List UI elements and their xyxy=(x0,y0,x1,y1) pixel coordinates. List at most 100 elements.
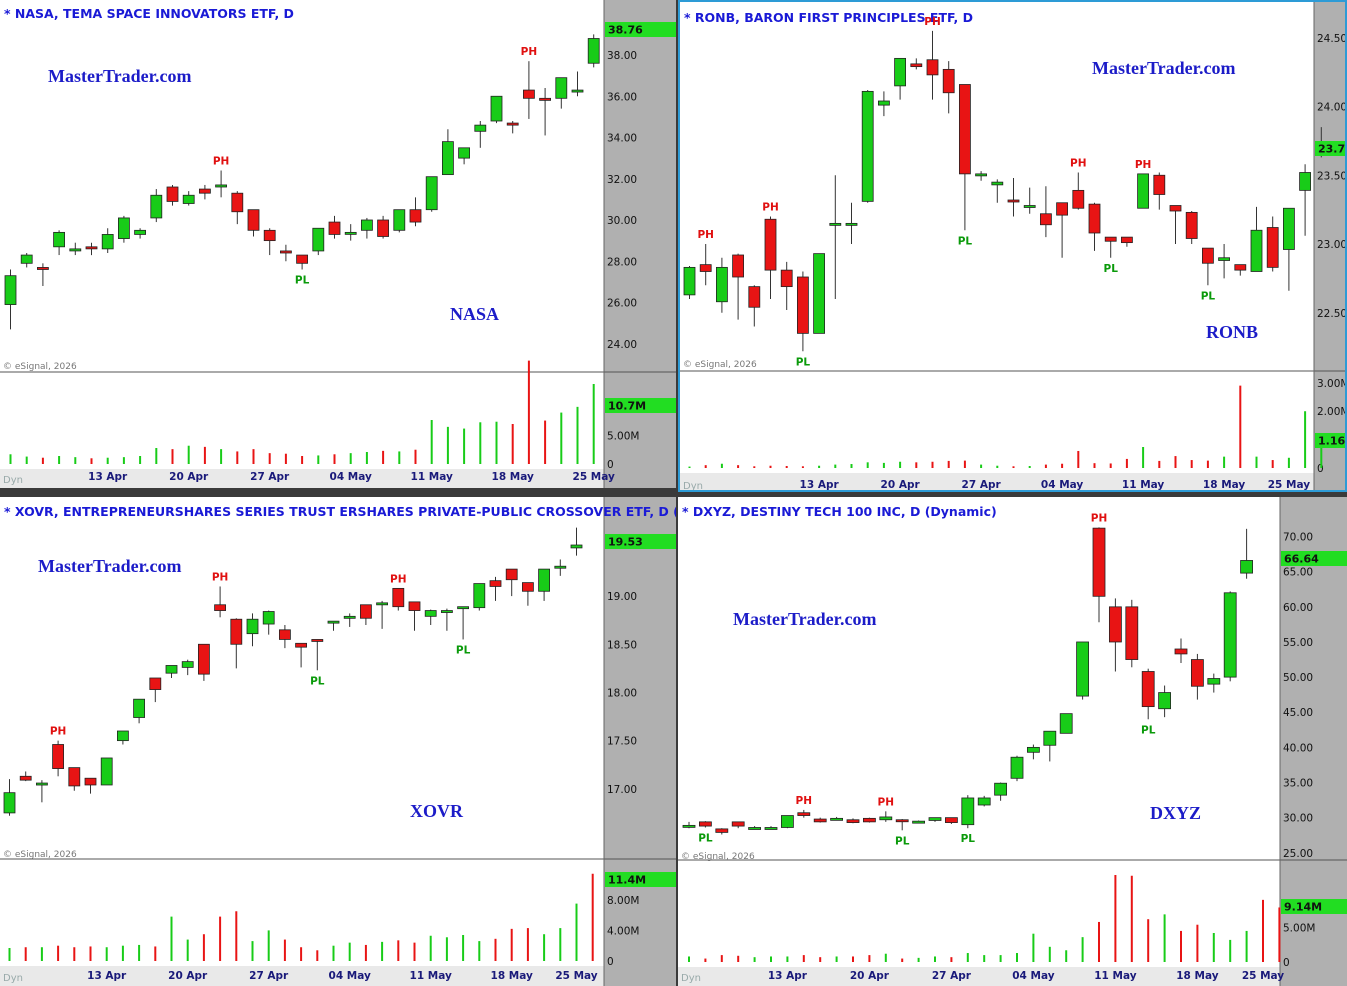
candle xyxy=(279,250,292,254)
candle xyxy=(84,777,97,786)
candle xyxy=(1137,173,1150,209)
x-tick-label: 11 May xyxy=(1094,970,1136,982)
candle xyxy=(830,817,844,821)
dyn-label[interactable]: Dyn xyxy=(681,973,701,984)
candle xyxy=(732,254,744,278)
y-tick-label: 60.00 xyxy=(1283,602,1313,614)
candle xyxy=(118,217,130,239)
last-price-label: 19.53 xyxy=(608,536,643,549)
candle xyxy=(1059,713,1073,734)
date-axis-bg xyxy=(0,966,604,986)
candle xyxy=(944,817,958,823)
copyright: © eSignal, 2026 xyxy=(681,852,755,862)
candle xyxy=(699,264,712,272)
candle xyxy=(910,63,923,68)
candle xyxy=(506,122,519,126)
candle xyxy=(263,229,276,242)
candle xyxy=(683,266,696,296)
candle xyxy=(328,221,341,235)
date-axis-bg xyxy=(0,469,604,488)
x-tick-label: 18 May xyxy=(492,471,534,483)
candle xyxy=(182,194,195,204)
dyn-label[interactable]: Dyn xyxy=(3,475,23,486)
candle xyxy=(861,90,874,202)
candle xyxy=(474,124,487,132)
candle xyxy=(1283,207,1295,250)
candle xyxy=(133,698,146,718)
candle xyxy=(344,231,357,235)
symbol-label: XOVR xyxy=(410,801,464,821)
candle xyxy=(19,775,32,781)
pivot-high-marker: PH xyxy=(697,229,713,241)
candle xyxy=(1153,174,1166,195)
symbol-label: RONB xyxy=(1206,322,1258,342)
volume-label: 10.7M xyxy=(608,400,646,413)
y-tick-label: 23.00 xyxy=(1317,239,1347,251)
chart-panel-nasa[interactable]: * NASA, TEMA SPACE INNOVATORS ETF, D Mast… xyxy=(0,0,676,488)
price-axis-bg xyxy=(1314,2,1345,490)
candle xyxy=(748,286,761,308)
chart-panel-ronb[interactable]: * RONB, BARON FIRST PRINCIPLES ETF, D Mas… xyxy=(678,0,1347,492)
candle xyxy=(1169,205,1182,212)
y-tick-label: 30.00 xyxy=(607,215,637,227)
candle xyxy=(716,266,728,303)
candle xyxy=(1125,606,1139,660)
x-tick-label: 25 May xyxy=(1268,479,1310,491)
last-price-label: 23.72 xyxy=(1318,143,1347,156)
candle xyxy=(36,782,48,786)
candle xyxy=(85,246,98,250)
candle xyxy=(846,819,860,823)
candle xyxy=(247,209,260,231)
candle xyxy=(1158,692,1172,710)
y-tick-label: 28.00 xyxy=(607,256,637,268)
candle xyxy=(587,38,600,64)
candle xyxy=(100,757,113,786)
candle xyxy=(295,642,308,648)
pivot-high-marker: PH xyxy=(521,46,537,58)
pivot-high-marker: PH xyxy=(1091,512,1107,524)
candle xyxy=(1185,211,1198,239)
copyright: © eSignal, 2026 xyxy=(683,360,757,370)
volume-tick-label: 8.00M xyxy=(607,895,639,907)
candle xyxy=(37,267,49,270)
pivot-low-marker: PL xyxy=(698,832,713,844)
pivot-low-marker: PL xyxy=(310,675,325,687)
candle xyxy=(1191,659,1204,687)
pivot-high-marker: PH xyxy=(1070,158,1086,170)
x-tick-label: 18 May xyxy=(1176,970,1218,982)
candle xyxy=(1108,606,1122,643)
dyn-label[interactable]: Dyn xyxy=(683,481,703,492)
pivot-low-marker: PL xyxy=(958,235,973,247)
chart-title: * RONB, BARON FIRST PRINCIPLES ETF, D xyxy=(684,10,973,25)
candle xyxy=(926,59,939,76)
candle xyxy=(181,661,194,668)
candle xyxy=(3,792,16,814)
x-tick-label: 20 Apr xyxy=(881,479,921,491)
candle xyxy=(165,665,178,674)
candle xyxy=(895,819,909,823)
candle xyxy=(975,173,988,177)
candle xyxy=(409,209,422,223)
candle xyxy=(1039,213,1052,226)
candle xyxy=(570,544,583,549)
candle xyxy=(490,95,503,122)
pivot-high-marker: PH xyxy=(213,156,229,168)
dyn-label[interactable]: Dyn xyxy=(3,973,23,984)
last-price-label: 66.64 xyxy=(1284,553,1319,566)
candle xyxy=(343,615,356,619)
y-tick-label: 36.00 xyxy=(607,91,637,103)
price-axis-bg xyxy=(604,497,676,986)
candle xyxy=(246,618,259,635)
y-tick-label: 17.50 xyxy=(607,736,637,748)
x-tick-label: 18 May xyxy=(491,970,533,982)
candle xyxy=(877,100,890,106)
volume-tick-label: 0 xyxy=(1317,463,1324,475)
chart-panel-dxyz[interactable]: * DXYZ, DESTINY TECH 100 INC, D (Dynamic… xyxy=(678,497,1347,986)
x-tick-label: 04 May xyxy=(1012,970,1054,982)
candle xyxy=(764,827,778,830)
candle xyxy=(441,141,454,176)
chart-panel-xovr[interactable]: * XOVR, ENTREPRENEURSHARES SERIES TRUST … xyxy=(0,497,676,986)
candle xyxy=(359,604,372,619)
candle xyxy=(1072,189,1085,209)
candle xyxy=(715,828,729,833)
